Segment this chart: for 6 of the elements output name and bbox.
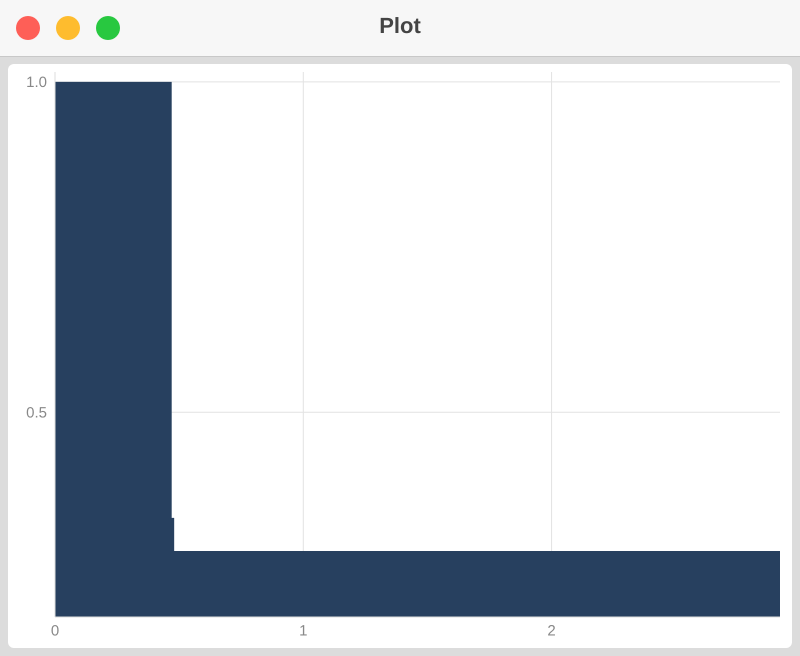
y-tick-label: 1.0 bbox=[26, 74, 47, 92]
x-tick-label: 0 bbox=[50, 622, 60, 640]
chart-title: Plot bbox=[378, 13, 422, 39]
x-tick-label: 1 bbox=[299, 622, 308, 640]
y-tick-label: 0.5 bbox=[26, 404, 47, 422]
x-tick-label: 2 bbox=[547, 622, 556, 640]
